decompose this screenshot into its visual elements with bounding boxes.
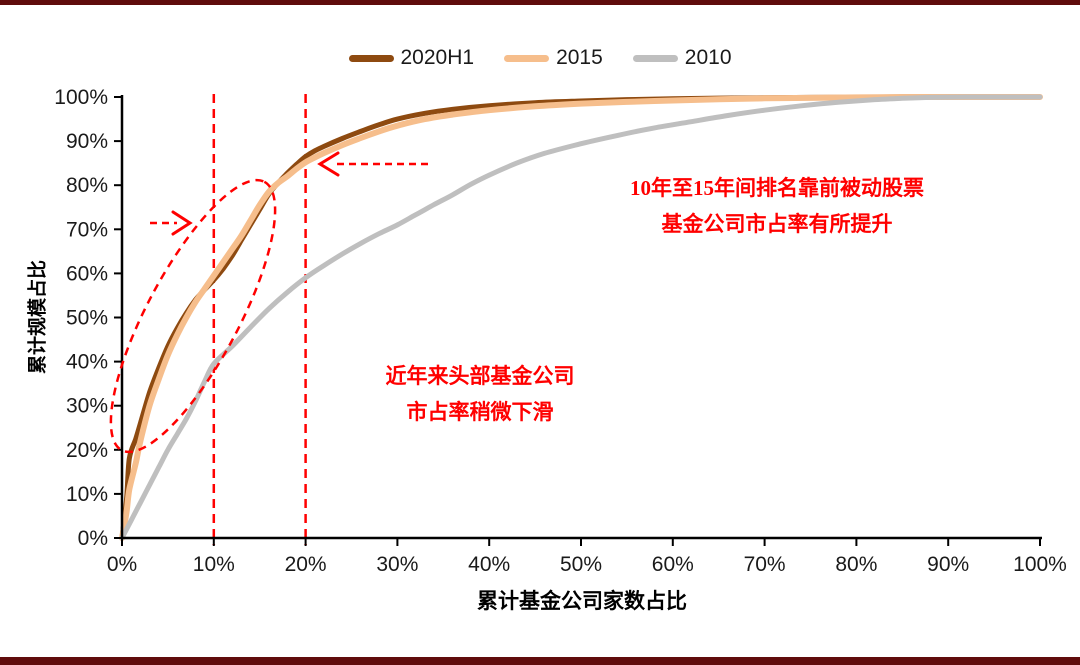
x-tick-label-50%: 50% bbox=[560, 553, 602, 576]
y-tick-label-50%: 50% bbox=[66, 307, 108, 330]
arrow-right-head-icon bbox=[171, 210, 193, 236]
y-tick-label-100%: 100% bbox=[54, 86, 108, 109]
x-axis-title: 累计基金公司家数占比 bbox=[477, 589, 687, 613]
y-tick-label-70%: 70% bbox=[66, 218, 108, 241]
legend-label-2010: 2010 bbox=[684, 46, 732, 69]
legend-label-2020H1: 2020H1 bbox=[400, 46, 475, 69]
annotation-note-top-line2: 基金公司市占率有所提升 bbox=[661, 212, 893, 236]
y-tick-label-30%: 30% bbox=[66, 395, 108, 418]
lorenz-curve-chart: 0% 10% 20% 30% 40% 50% 60% 70% 80% 90% 100% 0% 10% 20… bbox=[54, 86, 1067, 576]
annotation-note-mid-line2: 市占率稍微下滑 bbox=[406, 400, 554, 424]
x-tick-label-100%: 100% bbox=[1013, 553, 1067, 576]
legend-swatch-2020H1 bbox=[348, 54, 394, 62]
legend-item-2015: 2015 bbox=[504, 46, 603, 70]
legend-label-2015: 2015 bbox=[556, 46, 603, 69]
legend-item-2020H1: 2020H1 bbox=[348, 46, 475, 70]
chart-legend: 2020H1 2015 2010 bbox=[0, 46, 1080, 70]
legend-swatch-2015 bbox=[504, 54, 550, 62]
y-tick-label-20%: 20% bbox=[66, 439, 108, 462]
y-tick-label-80%: 80% bbox=[66, 174, 108, 197]
x-tick-label-70%: 70% bbox=[744, 553, 786, 576]
annotation-note-top-line1: 10年至15年间排名靠前被动股票 bbox=[630, 176, 924, 200]
x-tick-label-10%: 10% bbox=[193, 553, 235, 576]
x-tick-label-0%: 0% bbox=[107, 553, 137, 576]
y-axis-title: 累计规模占比 bbox=[27, 259, 49, 375]
annotation-note-mid-line1: 近年来头部基金公司 bbox=[385, 364, 575, 388]
legend-item-2010: 2010 bbox=[632, 46, 732, 70]
x-tick-label-20%: 20% bbox=[285, 553, 327, 576]
y-tick-label-40%: 40% bbox=[66, 351, 108, 374]
annotation-note-mid: 近年来头部基金公司 市占率稍微下滑 bbox=[330, 358, 630, 430]
top-accent-bar bbox=[0, 0, 1080, 5]
curve-2015 bbox=[119, 93, 1043, 541]
x-tick-label-30%: 30% bbox=[376, 553, 418, 576]
arrow-left-head-icon bbox=[317, 151, 340, 177]
x-tick-label-40%: 40% bbox=[468, 553, 510, 576]
y-tick-label-90%: 90% bbox=[66, 130, 108, 153]
emphasis-ellipse bbox=[109, 178, 277, 454]
x-tick-label-60%: 60% bbox=[652, 553, 694, 576]
annotation-note-top: 10年至15年间排名靠前被动股票 基金公司市占率有所提升 bbox=[577, 170, 977, 242]
bottom-accent-bar bbox=[0, 657, 1080, 665]
legend-swatch-2010 bbox=[632, 54, 678, 62]
y-tick-label-0%: 0% bbox=[78, 527, 108, 550]
y-tick-label-60%: 60% bbox=[66, 262, 108, 285]
curve-2010 bbox=[119, 94, 1043, 541]
x-tick-label-80%: 80% bbox=[835, 553, 877, 576]
x-tick-label-90%: 90% bbox=[927, 553, 969, 576]
y-tick-label-10%: 10% bbox=[66, 483, 108, 506]
